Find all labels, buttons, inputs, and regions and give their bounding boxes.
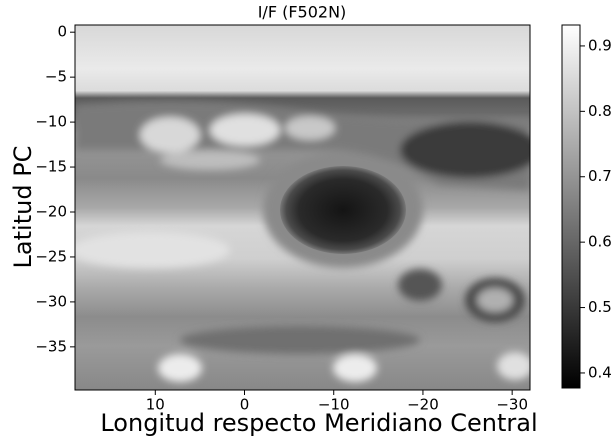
chart-title: I/F (F502N) xyxy=(258,3,347,22)
x-tick-label: −30 xyxy=(496,396,528,414)
y-tick-label: −35 xyxy=(35,337,67,355)
y-tick-label: −30 xyxy=(35,292,67,310)
colorbar-tick-label: 0.8 xyxy=(588,102,611,120)
planet-image xyxy=(70,25,540,390)
colorbar xyxy=(562,25,580,388)
x-tick-label: −20 xyxy=(407,396,439,414)
y-tick-label: −15 xyxy=(35,158,67,176)
y-tick-label: −10 xyxy=(35,113,67,131)
y-tick-label: −25 xyxy=(35,247,67,265)
x-tick-label: −10 xyxy=(318,396,350,414)
y-tick-label: 0 xyxy=(57,23,67,41)
colorbar-tick-label: 0.4 xyxy=(588,363,611,381)
x-tick-label: 10 xyxy=(146,396,165,414)
colorbar-tick-label: 0.6 xyxy=(588,233,611,251)
colorbar-tick-label: 0.9 xyxy=(588,36,611,54)
y-tick-label: −5 xyxy=(45,68,67,86)
colorbar-tick-label: 0.5 xyxy=(588,298,611,316)
y-axis-label: Latitud PC xyxy=(9,146,37,269)
x-tick-label: 0 xyxy=(240,396,250,414)
colorbar-tick-label: 0.7 xyxy=(588,167,611,185)
y-tick-label: −20 xyxy=(35,202,67,220)
chart: I/F (F502N) Longitud respecto Meridiano … xyxy=(0,0,611,439)
